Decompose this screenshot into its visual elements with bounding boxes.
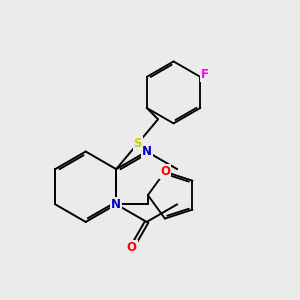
Text: N: N <box>142 145 152 158</box>
Text: O: O <box>160 165 170 178</box>
Text: O: O <box>127 242 137 254</box>
Text: N: N <box>111 198 121 211</box>
Text: F: F <box>201 68 209 81</box>
Text: S: S <box>134 137 142 150</box>
